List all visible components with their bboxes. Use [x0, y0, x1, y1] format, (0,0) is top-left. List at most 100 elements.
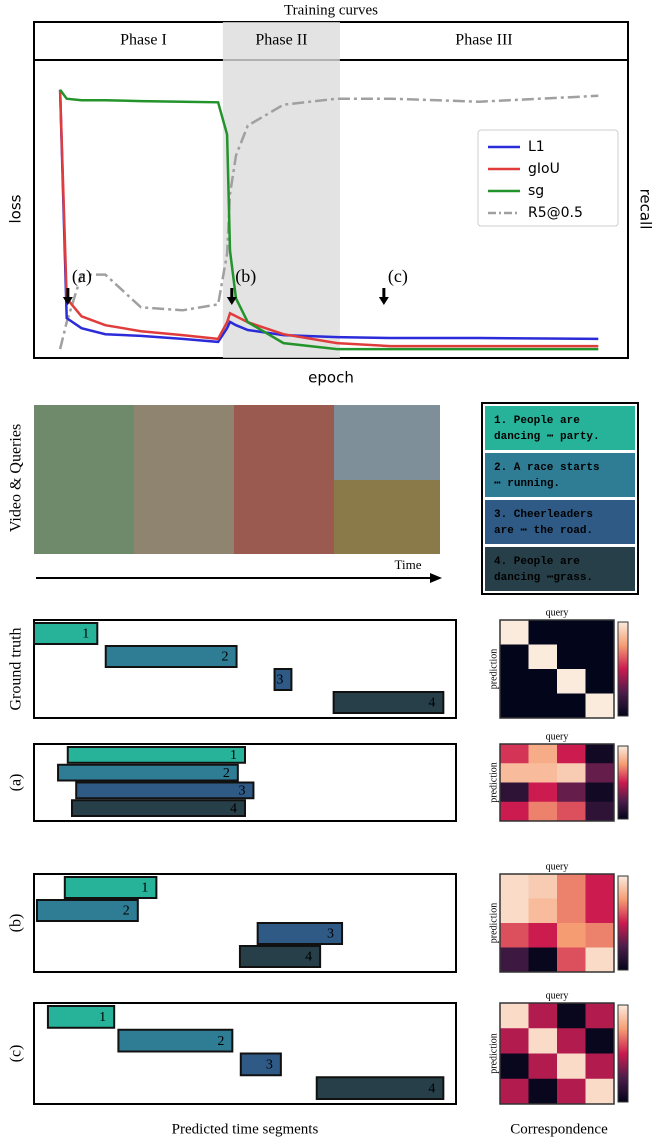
query-box: [485, 500, 635, 544]
series-line: [59, 89, 599, 351]
segment-label: 4: [305, 950, 312, 965]
chart-title: Training curves: [284, 2, 378, 18]
heatmap-cell: [528, 947, 558, 973]
row-label: (a): [8, 774, 25, 792]
heatmap-cell: [500, 1053, 529, 1080]
segment-bar: [66, 746, 247, 764]
annotation: (a): [72, 266, 92, 287]
segment-label: 3: [327, 927, 334, 942]
legend: L1 gIoU sg R5@0.5: [477, 129, 619, 227]
segment-bar: [46, 1005, 116, 1029]
heatmap-frame: [499, 743, 615, 822]
heatmap-cell: [500, 1078, 529, 1105]
row-label: Ground truth: [8, 627, 25, 710]
heatmap-cell: [528, 693, 558, 719]
phase-label: Phase III: [455, 32, 512, 49]
heatmap-frame: [499, 1002, 615, 1105]
heatmap-cell: [528, 923, 558, 948]
heatmap-cell: [557, 1003, 586, 1029]
query-text: 2. A race starts: [494, 462, 600, 474]
query-text: dancing ⋯grass.: [494, 572, 593, 584]
heatmap-cell: [528, 1003, 558, 1029]
heatmap-cell: [557, 923, 586, 948]
heatmap-cell: [500, 669, 529, 694]
colorbar: [617, 875, 629, 971]
heatmap-cell: [500, 947, 529, 973]
heatmap-cell: [500, 693, 529, 719]
query-label: query: [546, 731, 569, 742]
heatmap-frame: [499, 873, 615, 973]
heatmap-cell: [500, 874, 529, 899]
video-label: Video & Queries: [8, 424, 25, 532]
heatmap-cell: [557, 620, 586, 645]
heatmap-cell: [557, 644, 586, 670]
row-label: (c): [8, 1045, 25, 1063]
video-frames: [34, 405, 440, 554]
heatmap-cell: [500, 898, 529, 924]
segment-label: 1: [230, 748, 237, 763]
heatmap-frame: [499, 619, 615, 719]
colorbar: [617, 1004, 629, 1103]
heatmap-cell: [585, 644, 615, 670]
x-axis-label: epoch: [308, 369, 354, 387]
segment-label: 1: [82, 627, 89, 642]
heatmap-cell: [528, 874, 558, 899]
heatmap-cell: [557, 947, 586, 973]
segment-label: 2: [123, 904, 130, 919]
heatmap-cell: [500, 744, 529, 764]
heatmap-cell: [585, 874, 615, 899]
colorbar: [617, 745, 629, 820]
legend-label: sg: [528, 183, 544, 199]
heatmap-cell: [585, 1003, 615, 1029]
heatmap-cell: [557, 1028, 586, 1054]
query-label: query: [546, 990, 569, 1001]
heatmap-cell: [585, 763, 615, 783]
segment-label: 1: [141, 881, 148, 896]
annotation: (c): [388, 266, 408, 287]
heatmap-cell: [557, 801, 586, 822]
segment-label: 1: [99, 1010, 106, 1025]
segment-label: 3: [276, 673, 283, 688]
query-text: ⋯ running.: [494, 478, 560, 490]
query-text: dancing ⋯ party.: [494, 431, 600, 443]
heatmap-cell: [528, 669, 558, 694]
heatmap-cell: [557, 744, 586, 764]
colorbar: [617, 621, 629, 717]
heatmap-cell: [528, 620, 558, 645]
time-label: Time: [395, 557, 422, 572]
heatmap-cell: [585, 744, 615, 764]
legend-label: gIoU: [528, 161, 560, 177]
segment-bar: [63, 876, 158, 899]
series-line: [58, 89, 599, 344]
heatmap-cell: [557, 1053, 586, 1080]
segment-bar: [75, 781, 255, 800]
heatmap-cell: [500, 763, 529, 783]
annotation: (b): [235, 266, 256, 287]
heatmap-cell: [500, 620, 529, 645]
heatmap-cell: [500, 1003, 529, 1029]
heatmap-cell: [585, 947, 615, 973]
query-box: [485, 453, 635, 497]
annotation-arrow-head: [62, 297, 73, 305]
segment-bar: [35, 899, 139, 922]
heatmap-cell: [557, 669, 586, 694]
segment-bar: [273, 668, 293, 691]
heatmap-cell: [500, 782, 529, 803]
heatmap-cell: [585, 1053, 615, 1080]
y2-axis-label: recall: [637, 189, 654, 230]
query-text: 1. People are: [494, 415, 580, 427]
heatmap-cell: [557, 763, 586, 783]
heatmap-cell: [528, 1028, 558, 1054]
segment-bar: [239, 1052, 282, 1077]
heatmap-cell: [500, 644, 529, 670]
segment-bar: [33, 622, 99, 645]
annotation-arrow-head: [226, 297, 237, 305]
heatmap-cell: [585, 923, 615, 948]
query-text: are ⋯ the road.: [494, 525, 593, 537]
heatmap-cell: [557, 1078, 586, 1105]
phase-label: Phase I: [120, 32, 167, 49]
heatmap-cell: [528, 782, 558, 803]
heatmap-cell: [585, 693, 615, 719]
heatmap-cell: [585, 801, 615, 822]
segment-label: 4: [230, 801, 237, 816]
